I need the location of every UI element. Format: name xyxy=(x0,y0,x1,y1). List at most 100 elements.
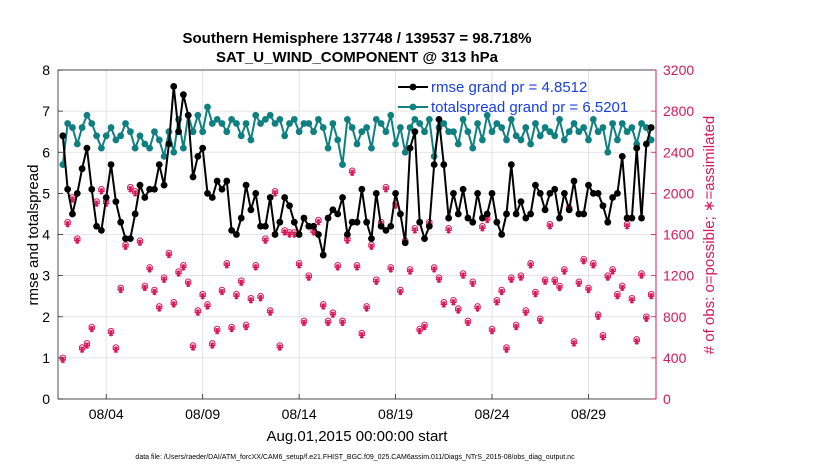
obs-assimilated-marker xyxy=(69,196,76,203)
obs-assimilated-marker xyxy=(295,262,303,269)
rmse-point xyxy=(493,218,501,226)
rmse-point xyxy=(474,189,481,197)
obs-assimilated-marker xyxy=(623,223,631,230)
right-y-axis-label: # of obs: o=possible; ∗=assimilated xyxy=(701,116,718,355)
totalspread-point xyxy=(353,140,361,148)
rmse-point xyxy=(589,189,597,197)
totalspread-point xyxy=(112,136,120,144)
obs-assimilated-marker xyxy=(136,239,144,246)
totalspread-point xyxy=(300,120,308,127)
rmse-point xyxy=(541,206,549,214)
obs-assimilated-marker xyxy=(334,264,341,271)
totalspread-point xyxy=(208,120,216,127)
rmse-point xyxy=(580,210,588,218)
obs-assimilated-marker xyxy=(117,286,124,294)
rmse-point xyxy=(59,132,67,140)
totalspread-point xyxy=(440,120,448,127)
rmse-point xyxy=(614,189,621,197)
obs-assimilated-marker xyxy=(522,309,529,316)
obs-assimilated-marker xyxy=(551,278,558,285)
totalspread-point xyxy=(392,140,399,148)
rmse-point xyxy=(339,194,346,201)
obs-assimilated-marker xyxy=(74,237,81,244)
totalspread-point xyxy=(339,161,346,168)
totalspread-point xyxy=(252,111,260,119)
rmse-point xyxy=(464,214,472,222)
obs-assimilated-marker xyxy=(421,323,428,331)
totalspread-point xyxy=(382,128,390,136)
totalspread-point xyxy=(247,136,255,144)
obs-assimilated-marker xyxy=(411,227,419,234)
x-tick-label: 08/24 xyxy=(475,406,510,422)
left-y-tick-label: 3 xyxy=(42,268,50,284)
totalspread-point xyxy=(334,136,342,144)
obs-assimilated-marker xyxy=(320,303,327,310)
totalspread-point xyxy=(551,132,559,140)
left-y-tick-label: 6 xyxy=(42,144,50,160)
totalspread-point xyxy=(478,136,486,144)
rmse-point xyxy=(397,210,404,218)
totalspread-point xyxy=(329,120,337,127)
x-axis-ticks: 08/04 08/09 08/14 08/19 08/24 08/29 xyxy=(89,394,606,422)
totalspread-point xyxy=(98,144,105,152)
rmse-point xyxy=(305,222,313,230)
chart-subtitle: SAT_U_WIND_COMPONENT @ 313 hPa xyxy=(216,49,499,66)
rmse-point xyxy=(517,198,525,206)
obs-assimilated-marker xyxy=(189,344,197,351)
obs-assimilated-marker xyxy=(160,276,168,283)
right-y-tick-label: 0 xyxy=(663,391,671,407)
totalspread-point xyxy=(179,144,187,152)
rmse-point xyxy=(618,152,626,160)
rmse-point xyxy=(604,218,612,226)
totalspread-point xyxy=(305,120,313,127)
rmse-point xyxy=(440,161,448,168)
rmse-point xyxy=(372,189,380,197)
rmse-point xyxy=(416,218,424,226)
obs-assimilated-marker xyxy=(397,288,404,296)
totalspread-point xyxy=(469,144,477,152)
rmse-point xyxy=(117,218,125,226)
totalspread-point xyxy=(512,132,520,140)
totalspread-point xyxy=(536,132,544,140)
rmse-point xyxy=(382,226,390,234)
totalspread-point xyxy=(88,120,96,127)
obs-assimilated-marker xyxy=(416,327,423,335)
x-tick-label: 08/19 xyxy=(378,406,413,422)
rmse-point xyxy=(136,181,144,189)
totalspread-point xyxy=(107,124,115,131)
totalspread-point xyxy=(498,124,506,131)
rmse-point xyxy=(83,144,91,152)
obs-assimilated-marker xyxy=(474,305,481,312)
x-tick-label: 08/29 xyxy=(571,406,606,422)
obs-assimilated-marker xyxy=(112,346,120,353)
obs-assimilated-marker xyxy=(59,356,67,364)
left-y-tick-label: 8 xyxy=(42,62,50,78)
rmse-point xyxy=(363,218,371,226)
totalspread-point xyxy=(319,124,327,131)
obs-assimilated-marker xyxy=(305,274,312,281)
rmse-point xyxy=(223,177,231,185)
rmse-point xyxy=(459,185,467,193)
obs-assimilated-marker xyxy=(464,319,472,327)
rmse-point xyxy=(271,231,279,238)
rmse-point xyxy=(126,235,134,243)
totalspread-point xyxy=(503,136,510,144)
totalspread-point xyxy=(204,103,211,111)
obs-assimilated-marker xyxy=(180,264,187,271)
rmse-point xyxy=(343,231,351,238)
obs-assimilated-marker xyxy=(469,280,476,288)
totalspread-point xyxy=(315,115,322,123)
obs-assimilated-marker xyxy=(609,268,616,275)
obs-assimilated-marker xyxy=(638,272,645,279)
obs-assimilated-marker xyxy=(358,332,366,339)
obs-assimilated-marker xyxy=(223,262,230,269)
totalspread-point xyxy=(189,128,197,136)
totalspread-point xyxy=(377,120,385,127)
totalspread-point xyxy=(117,132,125,140)
rmse-point xyxy=(560,189,568,197)
rmse-point xyxy=(507,161,515,168)
totalspread-point xyxy=(507,115,515,123)
totalspread-point xyxy=(276,115,284,123)
left-y-tick-label: 0 xyxy=(42,391,50,407)
